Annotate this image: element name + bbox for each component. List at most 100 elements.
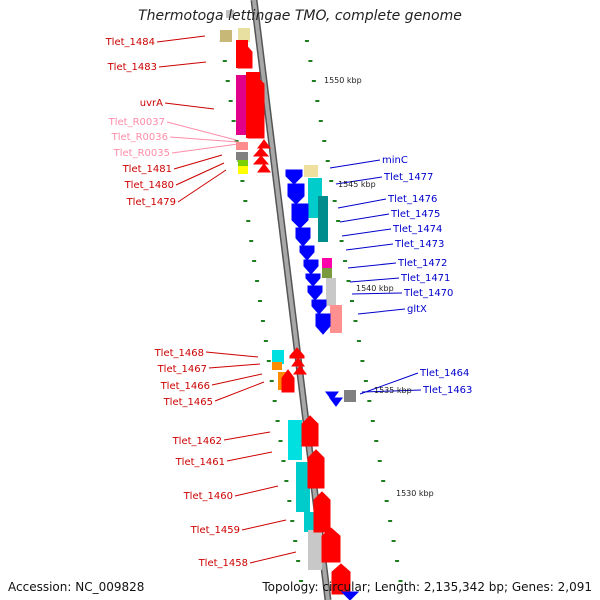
scale-tick xyxy=(325,160,330,162)
feature-blocks xyxy=(220,10,360,600)
leader-line xyxy=(164,102,215,110)
scale-label-1545: 1545 kbp xyxy=(338,180,376,189)
gene-block xyxy=(322,268,332,278)
gene-label-tlet-1471: Tlet_1471 xyxy=(400,273,450,284)
leader-line xyxy=(339,213,390,223)
scale-tick xyxy=(266,360,271,362)
gene-block xyxy=(238,160,248,168)
forward-gene-arrow xyxy=(289,347,305,359)
scale-tick xyxy=(367,400,372,402)
scale-tick xyxy=(353,320,358,322)
gene-block xyxy=(272,350,284,364)
gene-label-tlet-1463: Tlet_1463 xyxy=(422,385,472,396)
reverse-gene-arrow xyxy=(307,285,323,301)
gene-block xyxy=(226,10,234,18)
leader-line xyxy=(351,292,403,295)
scale-tick xyxy=(225,80,230,82)
reverse-gene-arrow xyxy=(325,391,339,401)
gene-label-tlet-r0037: Tlet_R0037 xyxy=(108,117,165,128)
forward-gene-arrow xyxy=(247,75,265,139)
accession-text: Accession: NC_009828 xyxy=(8,580,145,594)
reverse-gene-arrow xyxy=(315,313,331,335)
gene-label-tlet-1468: Tlet_1468 xyxy=(154,348,204,359)
leader-line xyxy=(156,35,206,43)
leader-line xyxy=(357,308,406,315)
forward-gene-arrow xyxy=(252,155,270,165)
gene-label-tlet-1480: Tlet_1480 xyxy=(124,180,174,191)
scale-tick xyxy=(281,460,286,462)
scale-label-1530: 1530 kbp xyxy=(396,489,434,498)
scale-tick xyxy=(260,320,265,322)
scale-tick xyxy=(350,300,354,302)
leader-line xyxy=(361,389,422,393)
leader-line xyxy=(166,121,237,141)
gene-label-tlet-1475: Tlet_1475 xyxy=(390,209,440,220)
gene-block xyxy=(238,28,250,42)
gene-label-uvra: uvrA xyxy=(140,98,163,109)
gene-label-tlet-1460: Tlet_1460 xyxy=(183,491,233,502)
leader-line xyxy=(249,551,297,564)
gene-block xyxy=(220,30,232,42)
forward-gene-arrow xyxy=(257,163,271,173)
leader-line xyxy=(241,519,287,531)
gene-label-tlet-r0035: Tlet_R0035 xyxy=(113,148,170,159)
scale-tick xyxy=(284,480,289,482)
scale-tick xyxy=(391,540,396,542)
gene-block xyxy=(318,196,328,242)
leader-line xyxy=(177,169,227,203)
reverse-gene-arrow xyxy=(305,273,321,287)
gene-block xyxy=(238,166,248,174)
reverse-gene-arrow xyxy=(285,169,303,185)
scale-tick xyxy=(374,440,379,442)
label-leader-lines xyxy=(156,35,422,564)
forward-gene-arrow xyxy=(252,147,270,157)
scale-tick xyxy=(360,360,365,362)
scale-tick xyxy=(315,100,320,102)
map-title: Thermotoga lettingae TMO, complete genom… xyxy=(138,8,462,24)
scale-tick xyxy=(272,400,277,402)
scale-tick xyxy=(377,460,382,462)
gene-label-tlet-1479: Tlet_1479 xyxy=(126,197,176,208)
scale-tick xyxy=(308,60,313,62)
leader-line xyxy=(345,243,394,251)
gene-label-tlet-1476: Tlet_1476 xyxy=(387,194,437,205)
scale-tick xyxy=(381,480,386,482)
gene-label-tlet-1481: Tlet_1481 xyxy=(122,164,172,175)
reverse-gene-arrow xyxy=(340,591,360,600)
scale-tick xyxy=(228,100,233,102)
scale-tick xyxy=(370,420,375,422)
scale-tick xyxy=(398,580,403,582)
gene-block xyxy=(308,530,322,570)
gene-block xyxy=(236,152,248,160)
gene-label-tlet-r0036: Tlet_R0036 xyxy=(111,132,168,143)
scale-tick xyxy=(318,120,323,122)
gene-label-tlet-1462: Tlet_1462 xyxy=(172,436,222,447)
left-labels: Tlet_1484 Tlet_1483 uvrA Tlet_R0037 Tlet… xyxy=(105,37,248,569)
forward-gene-arrow xyxy=(291,357,305,367)
scale-label-1540: 1540 kbp xyxy=(356,284,394,293)
gene-label-gltx: gltX xyxy=(407,304,427,315)
leader-line xyxy=(171,143,239,154)
scale-tick xyxy=(275,420,280,422)
scale-tick xyxy=(287,500,292,502)
reverse-gene-arrow xyxy=(295,227,311,247)
forward-gene-arrow xyxy=(321,527,341,563)
forward-gene-arrow xyxy=(237,43,253,69)
scale-tick xyxy=(388,520,393,522)
gene-label-tlet-1477: Tlet_1477 xyxy=(383,172,433,183)
leader-line xyxy=(205,351,259,358)
gene-block xyxy=(272,362,282,370)
gene-block xyxy=(236,75,248,135)
scale-tick xyxy=(246,220,251,222)
reverse-gene-arrow xyxy=(299,245,315,261)
leader-line xyxy=(349,277,400,283)
leader-line xyxy=(234,485,279,497)
scale-label-1535: 1535 kbp xyxy=(374,386,412,395)
gene-label-tlet-1458: Tlet_1458 xyxy=(198,558,248,569)
leader-line xyxy=(208,363,261,369)
gene-label-tlet-1484: Tlet_1484 xyxy=(105,37,155,48)
forward-gene-arrow xyxy=(331,563,351,595)
scale-tick xyxy=(278,440,283,442)
